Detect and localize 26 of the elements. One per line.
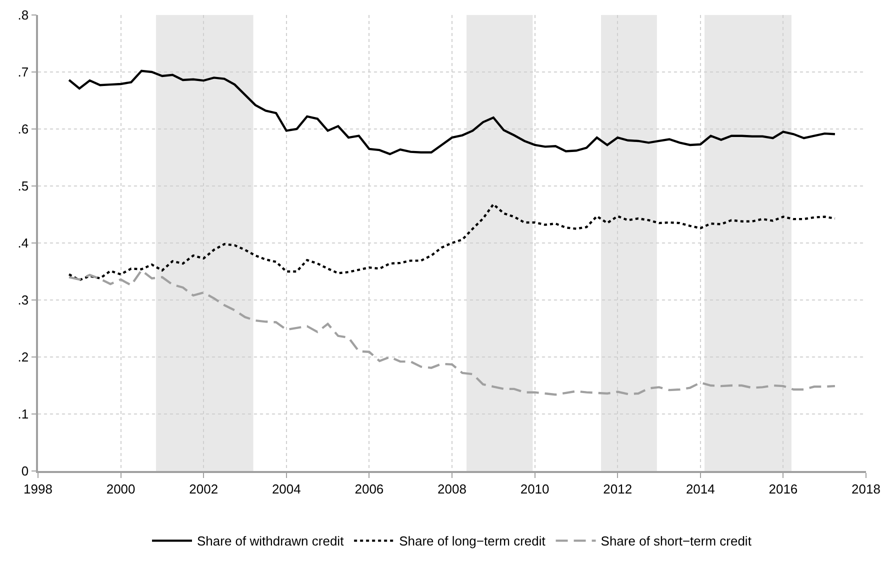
y-tick-label: .5: [18, 178, 29, 194]
y-tick-label: .6: [18, 122, 29, 137]
line-series: [68, 203, 836, 282]
x-tick-label: 2008: [438, 481, 466, 496]
x-tick-label: 2002: [189, 481, 218, 496]
legend-label: Share of withdrawn credit: [197, 534, 344, 549]
x-tick-label: 2000: [106, 481, 136, 496]
y-tick-label: .4: [18, 236, 29, 251]
y-tick-label: .7: [18, 64, 29, 80]
y-tick-label: .3: [18, 292, 29, 308]
x-tick-label: 2004: [272, 481, 301, 496]
x-tick-label: 1998: [24, 481, 52, 496]
legend-label: Share of long−term credit: [399, 534, 546, 549]
line-series: [68, 269, 836, 396]
x-tick-label: 2006: [354, 481, 384, 496]
x-tick-label: 2014: [686, 481, 715, 496]
y-tick-label: .2: [18, 350, 29, 365]
y-tick-label: .1: [18, 406, 29, 422]
x-tick-label: 2012: [603, 481, 632, 496]
legend-label: Share of short−term credit: [600, 534, 752, 549]
x-tick-label: 2018: [852, 481, 880, 496]
x-tick-label: 2016: [768, 481, 798, 496]
y-tick-label: .8: [18, 8, 29, 23]
x-tick-label: 2010: [520, 481, 550, 496]
y-tick-label: 0: [21, 464, 29, 479]
line-series: [68, 70, 836, 156]
